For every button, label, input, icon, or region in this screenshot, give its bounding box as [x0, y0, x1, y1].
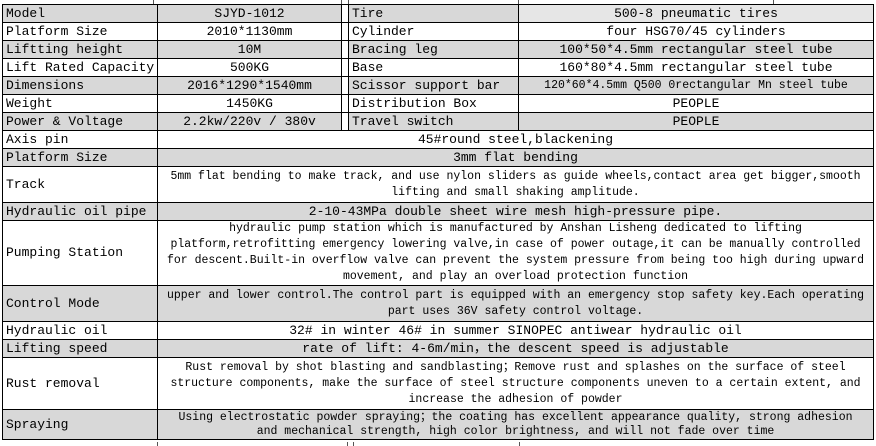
detail-value: 3mm flat bending — [157, 148, 874, 167]
spec-value: 100*50*4.5mm rectangular steel tube — [518, 40, 874, 59]
detail-label: Axis pin — [2, 130, 158, 149]
spec-label: Cylinder — [348, 22, 519, 41]
detail-value: Using electrostatic powder spraying；the … — [157, 409, 874, 440]
gridline-sliver — [773, 0, 774, 4]
spec-value: 1450KG — [157, 94, 342, 113]
gridline-sliver — [518, 0, 519, 4]
spec-label: Bracing leg — [348, 40, 519, 59]
spacer-cell — [341, 76, 349, 95]
spec-value: 10M — [157, 40, 342, 59]
spec-value: four HSG70/45 cylinders — [518, 22, 874, 41]
detail-value: 5mm flat bending to make track, and use … — [157, 166, 874, 203]
spec-value: 120*60*4.5mm Q500 0rectangular Mn steel … — [518, 76, 874, 95]
spec-value: PEOPLE — [518, 112, 874, 131]
spec-value: 160*80*4.5mm rectangular steel tube — [518, 58, 874, 77]
spec-label: Platform Size — [2, 22, 158, 41]
detail-label: Hydraulic oil — [2, 321, 158, 340]
detail-label: Spraying — [2, 409, 158, 440]
spec-label: Base — [348, 58, 519, 77]
detail-value: rate of lift: 4-6m/min，the descent speed… — [157, 339, 874, 358]
detail-value: hydraulic pump station which is manufact… — [157, 220, 874, 286]
detail-label: Track — [2, 166, 158, 203]
spec-value: PEOPLE — [518, 94, 874, 113]
detail-value: 45#round steel,blackening — [157, 130, 874, 149]
detail-label: Platform Size — [2, 148, 158, 167]
spec-label: Lift Rated Capacity — [2, 58, 158, 77]
spacer-cell — [341, 22, 349, 41]
spec-value: 2.2kw/220v / 380v — [157, 112, 342, 131]
spec-label: Power & Voltage — [2, 112, 158, 131]
gridline-sliver — [519, 442, 520, 446]
spec-value: 500KG — [157, 58, 342, 77]
detail-value: 32# in winter 46# in summer SINOPEC anti… — [157, 321, 874, 340]
spacer-cell — [341, 94, 349, 113]
detail-value: 2-10-43MPa double sheet wire mesh high-p… — [157, 202, 874, 221]
spacer-cell — [341, 40, 349, 59]
spec-label: Weight — [2, 94, 158, 113]
gridline-sliver — [153, 0, 154, 4]
detail-label: Lifting speed — [2, 339, 158, 358]
detail-value: Rust removal by shot blasting and sandbl… — [157, 357, 874, 410]
detail-value: upper and lower control.The control part… — [157, 285, 874, 322]
gridline-sliver — [348, 0, 349, 4]
spec-value: 500-8 pneumatic tires — [518, 4, 874, 23]
gridline-sliver — [353, 442, 354, 446]
spec-label: Travel switch — [348, 112, 519, 131]
spacer-cell — [341, 112, 349, 131]
spec-value: 2010*1130mm — [157, 22, 342, 41]
spec-label: Distribution Box — [348, 94, 519, 113]
detail-label: Rust removal — [2, 357, 158, 410]
detail-label: Pumping Station — [2, 220, 158, 286]
spec-label: Dimensions — [2, 76, 158, 95]
gridline-sliver — [341, 0, 342, 4]
gridline-sliver — [157, 442, 158, 446]
spacer-cell — [341, 58, 349, 77]
spec-label: Tire — [348, 4, 519, 23]
specification-table: Model SJYD-1012 Tire 500-8 pneumatic tir… — [2, 4, 874, 440]
detail-label: Hydraulic oil pipe — [2, 202, 158, 221]
spec-label: Scissor support bar — [348, 76, 519, 95]
spec-value: SJYD-1012 — [157, 4, 342, 23]
detail-label: Control Mode — [2, 285, 158, 322]
spec-label: Liftting height — [2, 40, 158, 59]
spec-label: Model — [2, 4, 158, 23]
spec-value: 2016*1290*1540mm — [157, 76, 342, 95]
gridline-sliver — [347, 442, 348, 446]
spacer-cell — [341, 4, 349, 23]
